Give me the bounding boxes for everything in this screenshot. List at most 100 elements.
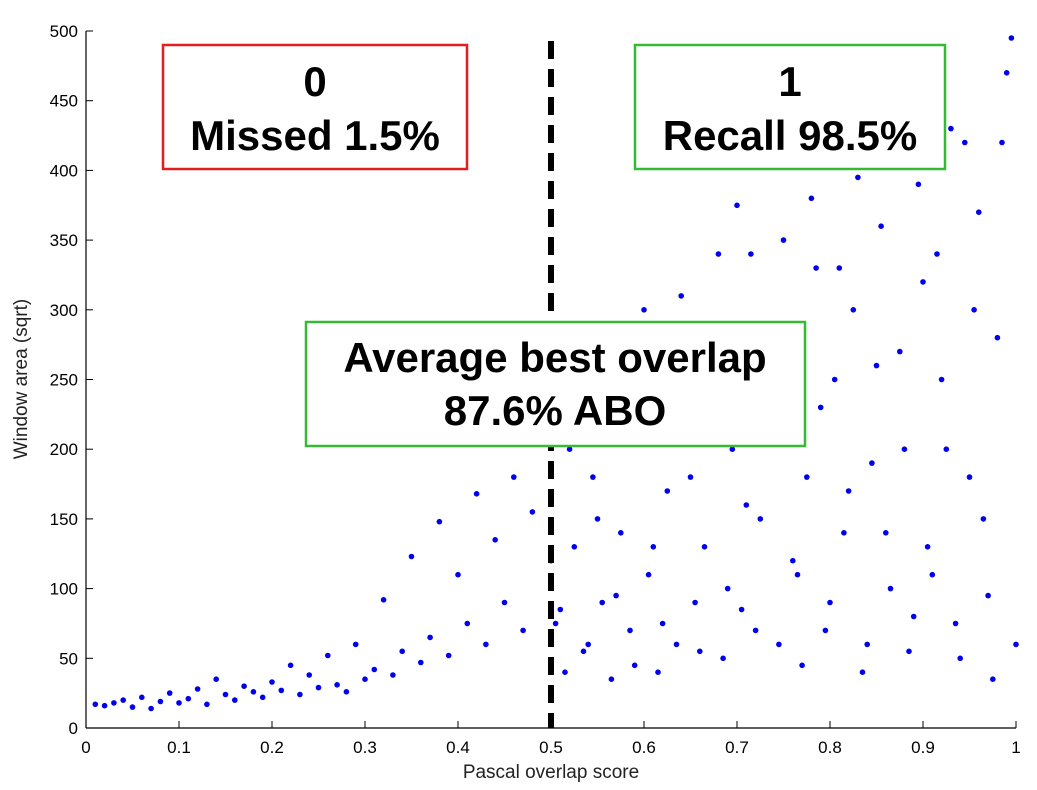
data-point <box>232 697 238 703</box>
data-point <box>850 307 857 313</box>
data-point <box>664 488 671 494</box>
data-point <box>887 585 894 592</box>
data-point <box>697 648 703 655</box>
data-point <box>641 307 647 313</box>
data-point <box>743 502 750 508</box>
data-point <box>645 571 652 578</box>
data-point <box>673 641 680 648</box>
x-tick-label: 0 <box>81 738 90 757</box>
data-point <box>473 491 480 497</box>
data-point <box>659 620 666 627</box>
data-point <box>166 690 173 696</box>
data-point <box>878 223 884 229</box>
y-tick-label: 350 <box>50 231 78 250</box>
data-point <box>185 695 192 702</box>
data-point <box>752 627 759 634</box>
data-point <box>678 293 684 299</box>
data-point <box>650 544 657 550</box>
data-point <box>943 446 950 453</box>
data-point <box>250 689 257 695</box>
data-point <box>483 641 489 648</box>
data-point <box>390 672 396 678</box>
data-point <box>985 592 991 599</box>
data-point <box>738 606 745 613</box>
data-point <box>827 599 833 606</box>
x-tick-label: 0.9 <box>911 738 935 757</box>
x-axis-title: Pascal overlap score <box>463 762 639 783</box>
data-point <box>873 362 880 369</box>
data-point <box>859 669 866 675</box>
data-point <box>790 557 796 564</box>
data-point <box>399 648 406 655</box>
data-point <box>362 676 368 682</box>
data-point <box>776 641 782 648</box>
data-point <box>580 648 587 655</box>
data-point <box>631 662 638 669</box>
data-point <box>297 691 303 698</box>
data-point <box>492 537 499 543</box>
data-point <box>999 139 1005 146</box>
data-point <box>148 705 154 712</box>
data-point <box>966 474 973 480</box>
data-point <box>101 702 108 709</box>
data-point <box>1003 70 1010 76</box>
data-point <box>222 691 229 698</box>
data-point <box>571 544 578 550</box>
data-point <box>934 251 940 257</box>
data-point <box>720 655 726 662</box>
data-point <box>701 544 708 550</box>
data-point <box>269 679 275 685</box>
data-point <box>613 592 619 599</box>
data-point <box>804 474 810 480</box>
data-point <box>408 553 415 560</box>
data-point <box>557 606 564 613</box>
data-point <box>418 659 424 666</box>
data-point <box>883 530 889 536</box>
data-point <box>813 265 819 271</box>
data-point <box>176 700 182 706</box>
data-point <box>952 620 959 627</box>
annotation-recall-border <box>633 43 947 171</box>
data-point <box>897 348 903 355</box>
data-point <box>845 488 852 494</box>
data-point <box>455 571 461 578</box>
data-point <box>306 672 313 678</box>
data-point <box>864 641 870 648</box>
data-point <box>692 599 698 606</box>
data-point <box>204 701 210 708</box>
annotation-missed-line1: 0 <box>303 58 326 105</box>
data-point <box>855 174 861 181</box>
data-point <box>734 202 740 209</box>
data-point <box>334 682 340 688</box>
annotation-missed-box: 0 Missed 1.5% <box>161 43 469 171</box>
data-point <box>655 669 661 675</box>
data-point <box>566 446 573 453</box>
data-point <box>757 516 764 522</box>
y-tick-label: 50 <box>59 649 78 668</box>
x-tick-label: 0.7 <box>725 738 749 757</box>
data-point <box>371 666 378 673</box>
annotation-missed-border <box>161 43 469 171</box>
data-point <box>780 237 787 243</box>
data-point <box>590 474 596 480</box>
data-point <box>139 694 145 701</box>
data-point <box>971 307 977 313</box>
data-point <box>869 460 875 466</box>
y-tick-label: 250 <box>50 371 78 390</box>
data-point <box>976 209 982 215</box>
y-tick-label: 400 <box>50 161 78 180</box>
data-point <box>822 627 829 634</box>
data-point <box>552 620 559 627</box>
ticks-layer: 0 0.1 0.2 0.3 0.4 0.5 0.6 0.7 0.8 0.9 1 0 50 100 150 20… <box>50 22 1021 757</box>
data-point <box>748 251 754 257</box>
annotation-abo-line1: Average best overlap <box>343 334 766 381</box>
data-point <box>962 139 968 146</box>
x-tick-label: 0.2 <box>260 738 284 757</box>
data-point <box>501 599 508 606</box>
data-point <box>836 265 843 271</box>
x-tick-label: 0.5 <box>539 738 563 757</box>
data-point <box>287 662 294 669</box>
data-point <box>687 474 694 480</box>
